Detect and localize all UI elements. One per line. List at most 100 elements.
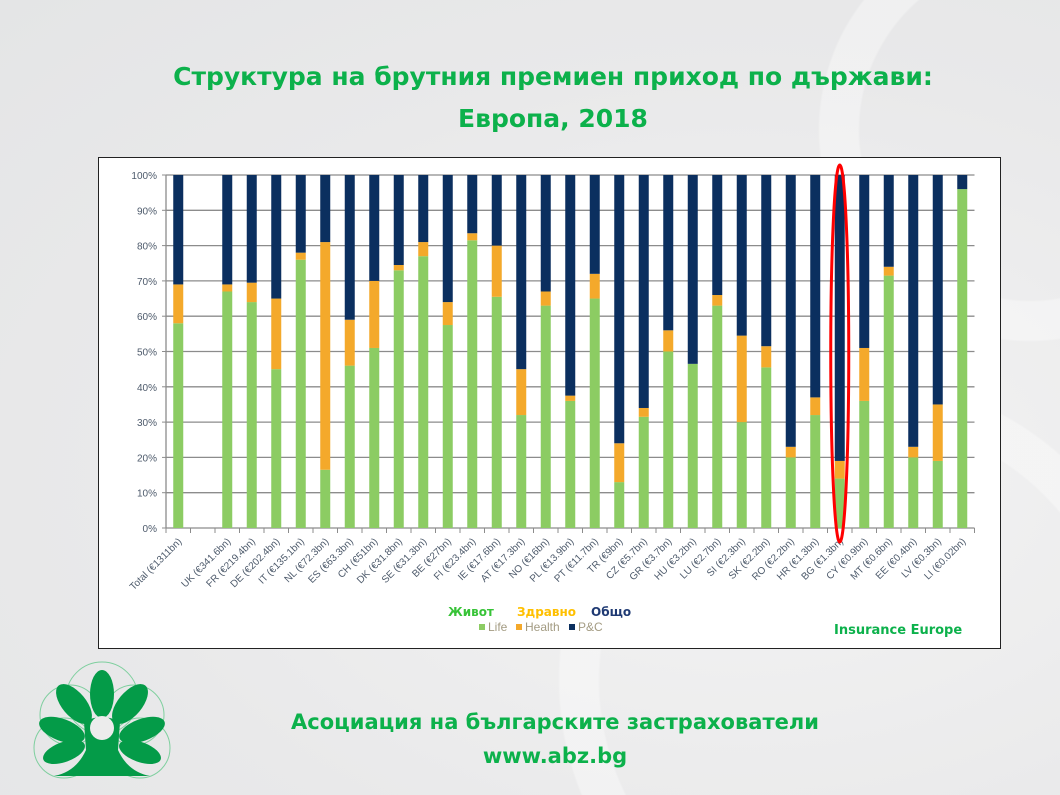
bar-life — [785, 457, 796, 528]
bar-pc — [516, 175, 527, 370]
footer-org: Асоциация на българските застрахователи — [291, 710, 819, 734]
bar-life — [834, 478, 845, 528]
legend-pc: P&C — [569, 620, 603, 634]
bar-pc — [908, 175, 919, 447]
legend-bg-life: Живот — [448, 605, 494, 619]
bar-pc — [712, 175, 723, 296]
bar-pc — [957, 175, 968, 190]
bar-pc — [834, 175, 845, 461]
legend-bg-health: Здравно — [517, 605, 577, 619]
bar-pc — [736, 175, 747, 336]
bar-life — [589, 298, 600, 528]
legend-label: Health — [525, 620, 560, 634]
bar-pc — [761, 175, 772, 347]
bar-pc — [295, 175, 306, 253]
bar-pc — [565, 175, 576, 396]
bar-health — [859, 347, 870, 401]
bar-life — [638, 416, 649, 528]
bar-pc — [344, 175, 355, 320]
bar-life — [712, 305, 723, 528]
bar-life — [908, 457, 919, 528]
y-tick-label: 10% — [137, 489, 157, 500]
footer-url[interactable]: www.abz.bg — [482, 744, 628, 768]
bar-pc — [810, 175, 821, 398]
bar-health — [246, 282, 257, 303]
y-tick-label: 20% — [137, 453, 157, 464]
slide-title: Структура на брутния премиен приход по д… — [0, 56, 1060, 140]
y-tick-label: 60% — [137, 312, 157, 323]
bar-life — [295, 259, 306, 528]
legend-label: Life — [488, 620, 508, 634]
bar-health — [369, 280, 380, 348]
bar-health — [565, 395, 576, 401]
bar-life — [565, 400, 576, 528]
bar-life — [736, 422, 747, 528]
bar-health — [540, 291, 551, 306]
bar-life — [369, 347, 380, 528]
bar-life — [810, 415, 821, 528]
bar-life — [344, 365, 355, 528]
bar-health — [834, 460, 845, 479]
bar-health — [663, 330, 674, 352]
bar-health — [295, 252, 306, 260]
bar-pc — [614, 175, 625, 444]
bar-health — [467, 233, 478, 241]
bar-pc — [540, 175, 551, 292]
bar-health — [589, 273, 600, 299]
bar-life — [271, 369, 282, 528]
bar-health — [320, 242, 331, 470]
bar-life — [761, 367, 772, 528]
bar-pc — [785, 175, 796, 447]
bar-health — [418, 242, 429, 257]
y-tick-label: 50% — [137, 348, 157, 359]
bar-pc — [491, 175, 502, 246]
bar-health — [173, 284, 184, 324]
bar-health — [638, 407, 649, 417]
legend-life: Life — [479, 620, 507, 634]
bar-life — [173, 323, 184, 528]
bar-health — [271, 298, 282, 370]
legend-swatch-life — [479, 624, 485, 630]
bar-pc — [246, 175, 257, 283]
y-tick-label: 40% — [137, 383, 157, 394]
legend-label: P&C — [578, 620, 603, 634]
bar-pc — [883, 175, 894, 267]
legend-bg-pc: Общо — [591, 605, 632, 619]
bar-life — [540, 305, 551, 528]
y-tick-label: 30% — [137, 418, 157, 429]
bar-life — [467, 240, 478, 528]
bar-pc — [859, 175, 870, 348]
x-tick-label: Total (€1311bn) — [128, 536, 184, 592]
bar-pc — [467, 175, 478, 234]
bar-health — [810, 397, 821, 416]
legend-health: Health — [516, 620, 560, 634]
bar-health — [344, 319, 355, 366]
bar-health — [736, 335, 747, 423]
y-tick-label: 80% — [137, 242, 157, 253]
bar-pc — [663, 175, 674, 331]
bar-health — [222, 284, 233, 292]
bar-health — [712, 295, 723, 306]
bar-pc — [393, 175, 404, 266]
chart-source: Insurance Europe — [834, 623, 963, 638]
bar-life — [883, 275, 894, 528]
bar-life — [932, 460, 943, 528]
highlight-ellipse — [829, 163, 851, 544]
title-line-1: Структура на брутния премиен приход по д… — [173, 62, 933, 91]
bar-life — [516, 415, 527, 528]
bar-pc — [271, 175, 282, 299]
bar-pc — [173, 175, 184, 285]
bar-health — [393, 265, 404, 271]
bar-life — [663, 351, 674, 528]
bar-health — [761, 346, 772, 368]
bar-pc — [442, 175, 453, 303]
bar-health — [908, 446, 919, 458]
bar-pc — [418, 175, 429, 243]
bar-pc — [222, 175, 233, 285]
legend-swatch-health — [516, 624, 522, 630]
bar-life — [859, 400, 870, 528]
bar-pc — [589, 175, 600, 274]
bar-health — [932, 404, 943, 461]
bar-life — [246, 302, 257, 528]
bar-pc — [320, 175, 331, 243]
